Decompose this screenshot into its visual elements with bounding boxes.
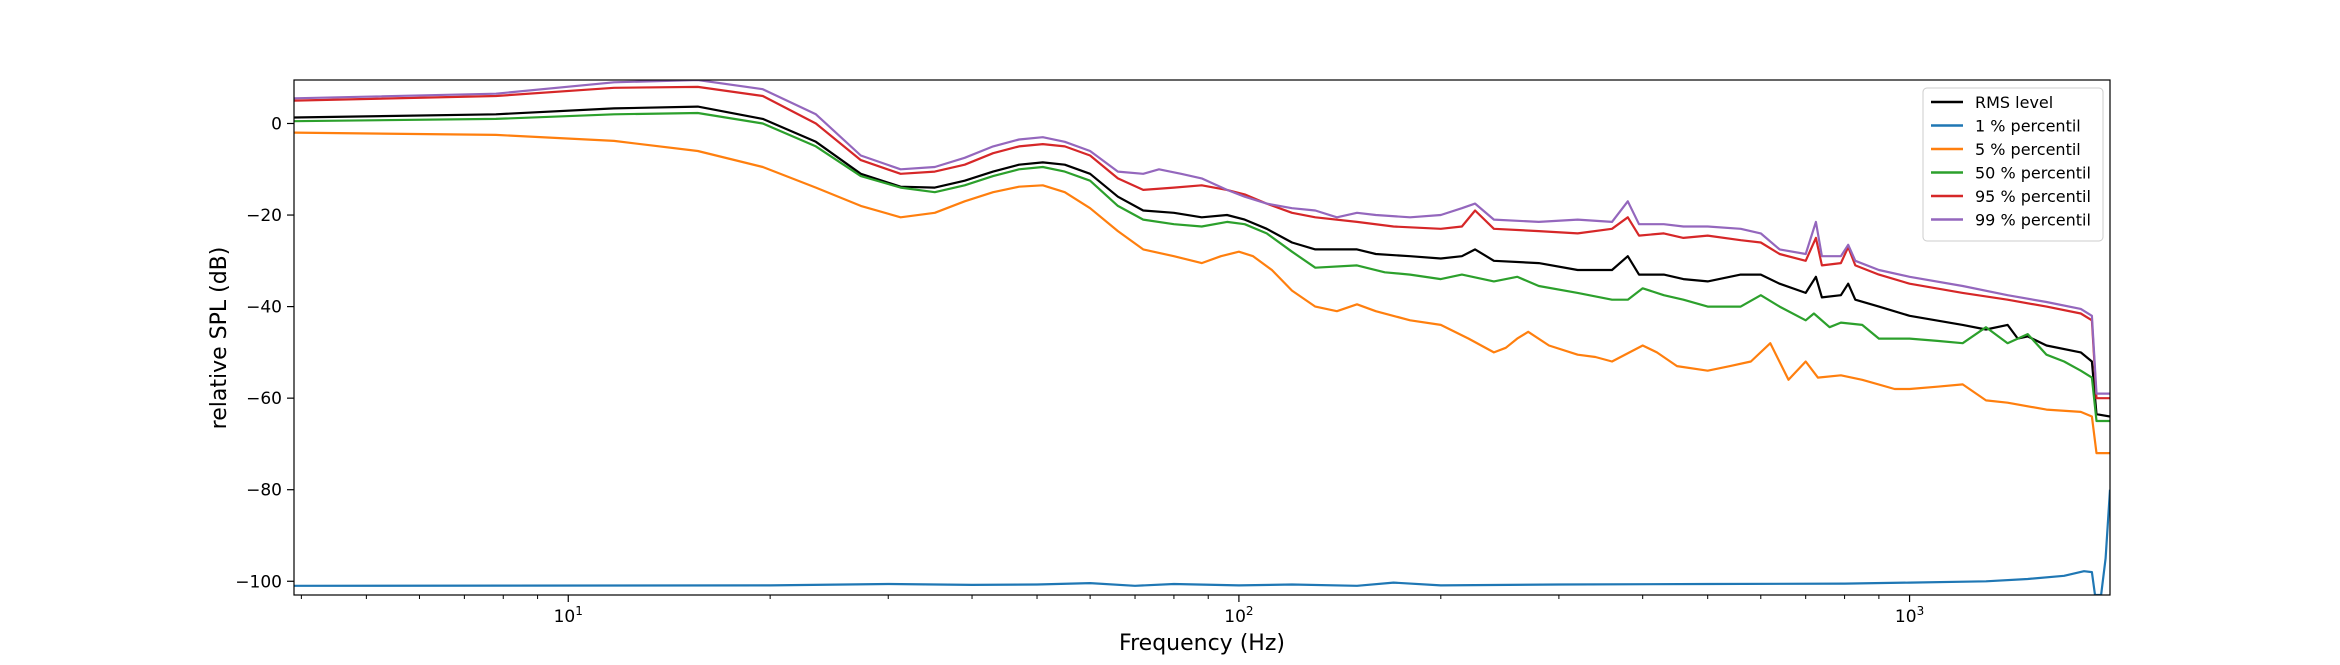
- legend-label-2: 5 % percentil: [1975, 140, 2081, 159]
- legend-label-4: 95 % percentil: [1975, 187, 2091, 206]
- x-tick-label-0: 101: [554, 604, 583, 627]
- x-axis-label: Frequency (Hz): [1119, 631, 1285, 656]
- legend-label-0: RMS level: [1975, 93, 2053, 112]
- x-tick-label-2: 103: [1895, 604, 1924, 627]
- series-lines: [294, 80, 2110, 595]
- series-line-5: [294, 80, 2110, 395]
- plot-frame: [293, 79, 2111, 596]
- y-tick-label-3: −60: [246, 389, 282, 409]
- legend-label-1: 1 % percentil: [1975, 117, 2081, 136]
- series-line-2: [294, 131, 2110, 455]
- series-line-1: [294, 489, 2110, 595]
- series-line-0: [294, 105, 2110, 418]
- legend-label-3: 50 % percentil: [1975, 164, 2091, 183]
- y-tick-label-0: 0: [271, 114, 282, 134]
- axes: 0 −20 −40 −60 −80 −100 101 102 103: [235, 79, 2111, 627]
- y-tick-label-1: −20: [246, 206, 282, 226]
- legend: RMS level 1 % percentil 5 % percentil 50 % …: [1922, 87, 2104, 242]
- y-tick-label-4: −80: [246, 481, 282, 501]
- y-tick-label-5: −100: [235, 572, 282, 592]
- y-axis-label: relative SPL (dB): [207, 247, 232, 430]
- series-line-4: [294, 85, 2110, 400]
- series-line-3: [294, 111, 2110, 423]
- legend-box: [1922, 87, 2104, 242]
- legend-label-5: 99 % percentil: [1975, 211, 2091, 230]
- x-tick-label-1: 102: [1224, 604, 1253, 627]
- plot-area: [294, 80, 2110, 595]
- y-tick-label-2: −40: [246, 298, 282, 318]
